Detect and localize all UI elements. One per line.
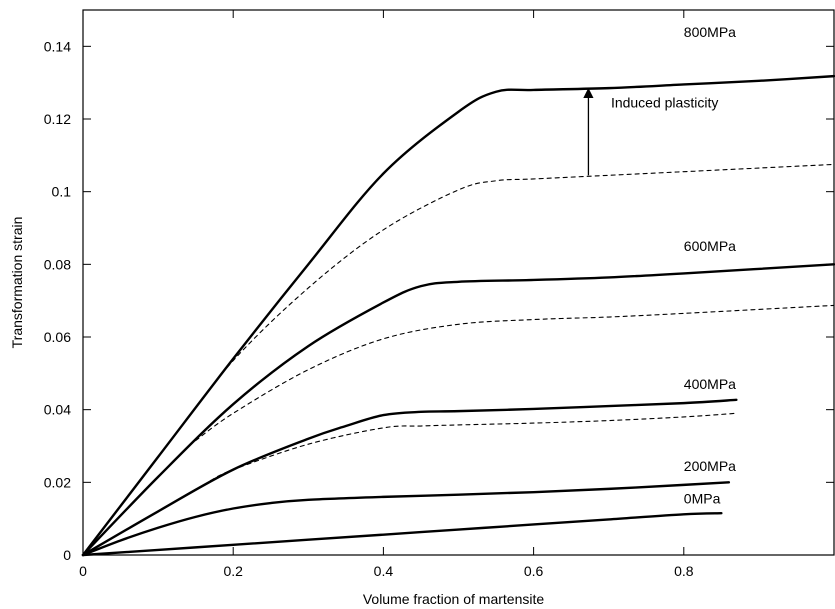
dashed-series-line-3 [210,412,737,482]
y-tick-label: 0.14 [44,38,71,54]
dashed-series-line-7 [172,163,835,438]
x-tick-label: 0.4 [374,563,394,579]
curve-label: 400MPa [684,376,736,392]
curve-label: 200MPa [684,458,736,474]
x-tick-label: 0.2 [223,563,243,579]
y-axis-title: Transformation strain [9,217,25,349]
curve-label: 0MPa [684,491,721,507]
solid-series-line-2 [81,398,738,557]
solid-series-line-0 [81,512,723,557]
curve-label: 800MPa [684,24,736,40]
x-tick-label: 0.6 [524,563,544,579]
curve-label: 600MPa [684,238,736,254]
x-tick-label: 0 [79,563,87,579]
y-tick-label: 0.06 [44,329,71,345]
plot-axes: 0 0.2 0.4 0.6 0.8 0 0.02 0.04 0.06 0.08 0.1 0.12 0.1… [44,9,835,579]
y-tick-label: 0.1 [52,184,72,200]
x-axis-title: Volume fraction of martensite [363,591,545,607]
annotation-text: Induced plasticity [611,95,718,111]
x-tick-label: 0.8 [674,563,694,579]
y-tick-label: 0.12 [44,111,71,127]
axis-titles: Volume fraction of martensite Transformat… [9,217,544,607]
curve-labels: 800MPa 600MPa 400MPa 200MPa 0MPa [684,24,736,507]
y-tick-label: 0.08 [44,256,71,272]
y-tick-label: 0.04 [44,402,71,418]
plot-frame [82,9,835,556]
y-tick-label: 0 [63,547,71,563]
y-tick-label: 0.02 [44,474,71,490]
dashed-series-line-5 [195,304,835,442]
solid-series-line-1 [81,481,731,557]
annotation: Induced plasticity [583,87,718,176]
solid-series-line-4 [81,263,835,557]
series-layer [81,74,835,557]
